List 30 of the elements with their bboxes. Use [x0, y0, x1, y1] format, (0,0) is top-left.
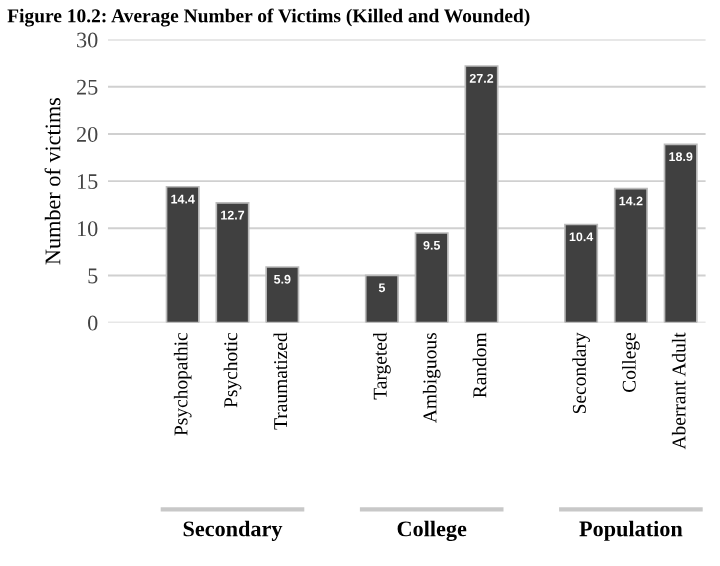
x-tick-label: Secondary	[572, 332, 590, 414]
bar	[265, 266, 300, 323]
x-tick-label: Aberrant Adult	[671, 332, 686, 450]
text: College	[397, 520, 467, 542]
text: Population	[579, 520, 683, 541]
y-tick-label: 25	[77, 79, 98, 95]
x-tick-label: Random	[472, 332, 487, 398]
bar	[464, 65, 499, 323]
bar	[564, 223, 599, 323]
bar	[215, 201, 250, 323]
y-tick-label: 5	[88, 268, 98, 284]
y-tick-label: 20	[77, 126, 98, 142]
bar	[414, 232, 449, 323]
bar	[613, 187, 648, 323]
x-tick-label: Ambiguous	[422, 333, 441, 423]
bar	[364, 274, 399, 323]
x-tick-label: Targeted	[373, 332, 391, 400]
bar	[165, 185, 200, 323]
chart-title: Figure 10.2: Average Number of Victims (Killed and Wounded)	[7, 8, 530, 27]
bar	[663, 143, 698, 323]
y-tick-label: 15	[78, 174, 98, 190]
y-axis-title: Number of victims	[44, 97, 61, 265]
y-tick-label: 0	[88, 315, 98, 331]
x-tick-label: College	[622, 333, 640, 393]
x-tick-label: Psychopathic	[173, 332, 192, 436]
text: Secondary	[183, 520, 283, 541]
x-tick-label: Traumatized	[273, 332, 288, 430]
y-tick-label: 10	[78, 221, 98, 237]
y-tick-label: 30	[77, 32, 98, 48]
x-tick-label: Psychotic	[223, 332, 242, 408]
